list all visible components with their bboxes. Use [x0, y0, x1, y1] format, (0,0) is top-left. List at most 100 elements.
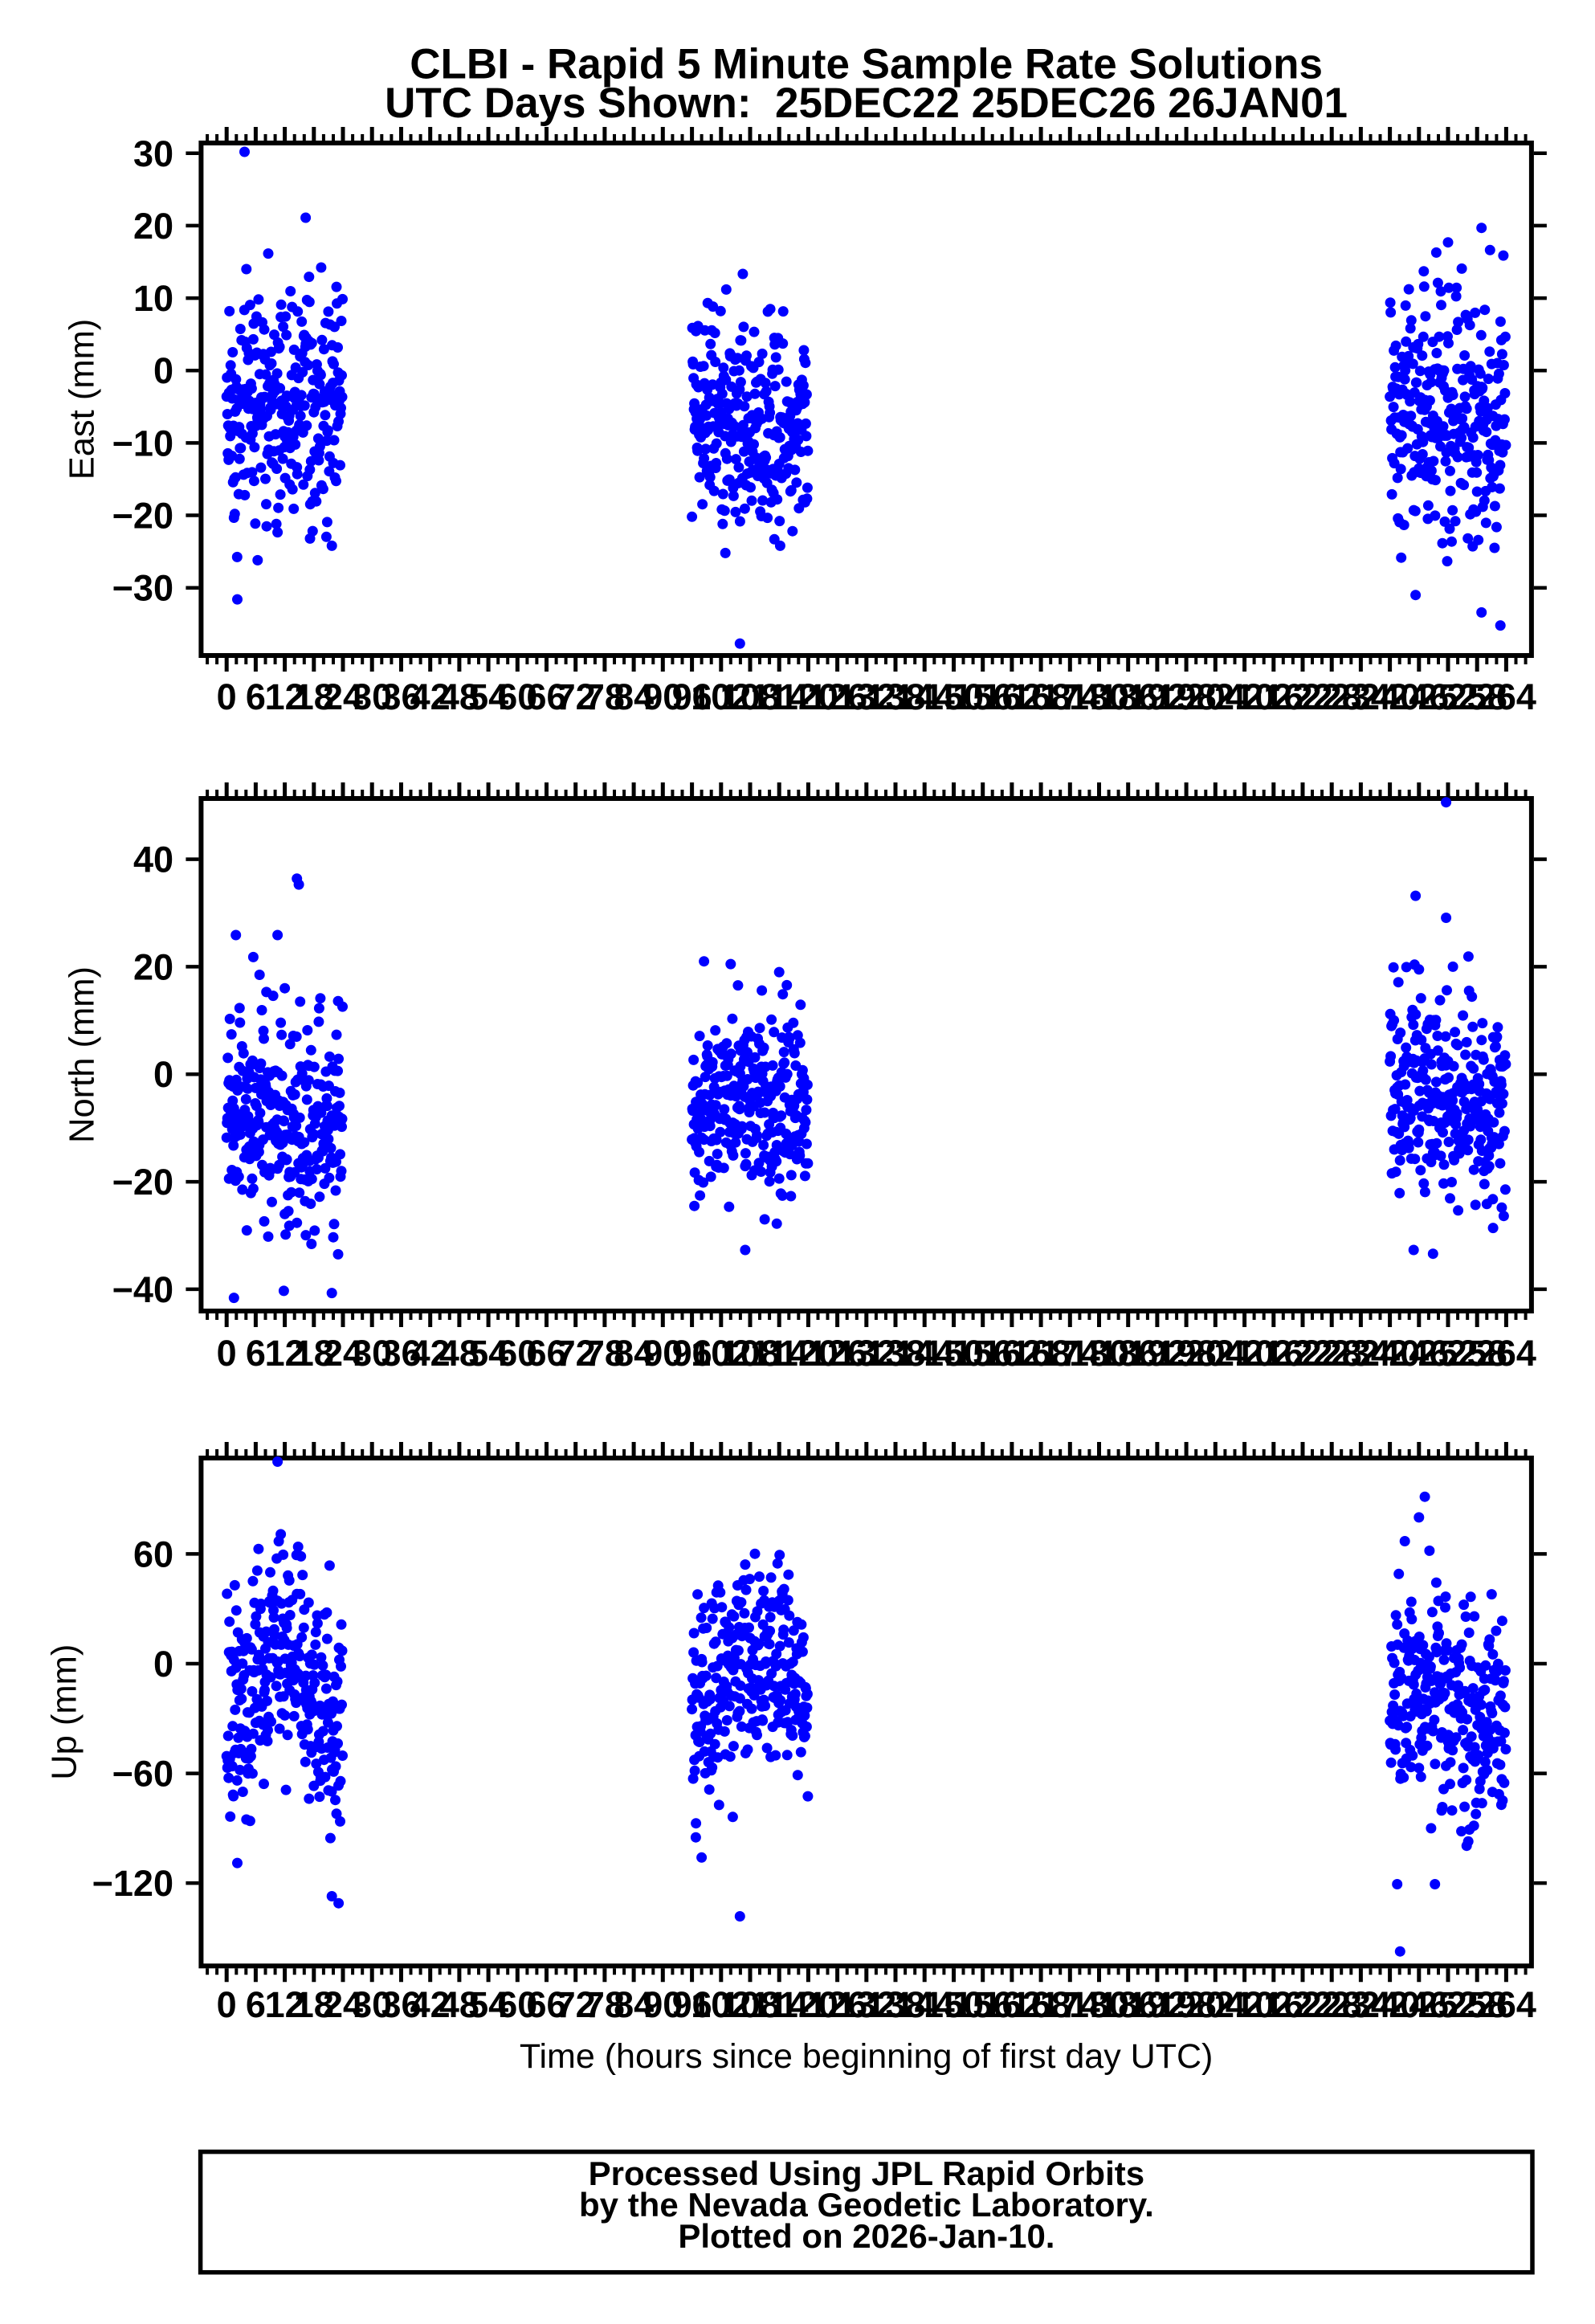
svg-text:150: 150 [924, 676, 984, 717]
svg-text:264: 264 [1476, 676, 1536, 717]
svg-text:102: 102 [691, 1984, 751, 2025]
svg-text:168: 168 [1011, 1333, 1071, 1374]
svg-text:246: 246 [1389, 676, 1449, 717]
svg-text:180: 180 [1069, 1333, 1129, 1374]
svg-text:42: 42 [410, 1333, 451, 1374]
svg-text:30: 30 [133, 133, 173, 174]
svg-text:72: 72 [556, 1984, 596, 2025]
svg-text:0: 0 [217, 1984, 237, 2025]
svg-text:126: 126 [807, 1984, 867, 2025]
svg-text:120: 120 [778, 1984, 838, 2025]
svg-text:162: 162 [981, 676, 1042, 717]
svg-text:18: 18 [294, 1333, 334, 1374]
svg-text:0: 0 [153, 1054, 173, 1095]
svg-text:−20: −20 [112, 496, 173, 537]
svg-text:66: 66 [526, 1333, 566, 1374]
svg-text:−40: −40 [112, 1269, 173, 1310]
svg-text:258: 258 [1447, 676, 1507, 717]
svg-text:192: 192 [1127, 1984, 1187, 2025]
svg-text:228: 228 [1302, 1333, 1362, 1374]
svg-text:12: 12 [265, 1984, 305, 2025]
svg-text:24: 24 [323, 676, 363, 717]
svg-text:174: 174 [1040, 676, 1100, 717]
svg-text:114: 114 [750, 676, 809, 717]
svg-text:216: 216 [1243, 676, 1303, 717]
svg-text:216: 216 [1243, 1333, 1303, 1374]
svg-text:108: 108 [720, 1333, 780, 1374]
svg-text:12: 12 [265, 1333, 305, 1374]
svg-text:60: 60 [497, 676, 537, 717]
svg-text:18: 18 [294, 676, 334, 717]
svg-text:222: 222 [1272, 676, 1332, 717]
svg-text:30: 30 [352, 676, 392, 717]
svg-text:240: 240 [1360, 1984, 1420, 2025]
svg-text:−60: −60 [112, 1754, 173, 1795]
svg-text:90: 90 [642, 1984, 683, 2025]
svg-text:156: 156 [953, 676, 1013, 717]
svg-text:204: 204 [1185, 1984, 1246, 2025]
svg-text:Up (mm): Up (mm) [45, 1644, 84, 1780]
svg-text:78: 78 [585, 1333, 625, 1374]
svg-text:North (mm): North (mm) [63, 966, 101, 1143]
svg-text:78: 78 [585, 676, 625, 717]
svg-text:102: 102 [691, 676, 751, 717]
svg-text:126: 126 [807, 1333, 867, 1374]
svg-text:72: 72 [556, 676, 596, 717]
svg-text:72: 72 [556, 1333, 596, 1374]
svg-text:54: 54 [468, 1984, 508, 2025]
svg-text:40: 40 [133, 839, 173, 880]
svg-text:114: 114 [750, 1984, 809, 2025]
svg-text:138: 138 [865, 1333, 925, 1374]
svg-text:132: 132 [836, 1333, 896, 1374]
svg-text:258: 258 [1447, 1333, 1507, 1374]
svg-text:78: 78 [585, 1984, 625, 2025]
svg-text:234: 234 [1331, 1333, 1391, 1374]
svg-text:198: 198 [1156, 1333, 1217, 1374]
svg-text:East (mm): East (mm) [63, 319, 101, 480]
svg-text:20: 20 [133, 206, 173, 247]
svg-text:156: 156 [953, 1984, 1013, 2025]
svg-text:Plotted on 2026-Jan-10.: Plotted on 2026-Jan-10. [678, 2217, 1054, 2255]
svg-text:228: 228 [1302, 676, 1362, 717]
svg-text:186: 186 [1098, 1333, 1158, 1374]
svg-text:204: 204 [1185, 676, 1246, 717]
svg-text:120: 120 [778, 676, 838, 717]
svg-text:210: 210 [1214, 1984, 1275, 2025]
svg-text:204: 204 [1185, 1333, 1246, 1374]
svg-text:−20: −20 [112, 1162, 173, 1203]
svg-text:36: 36 [381, 1984, 421, 2025]
svg-text:48: 48 [439, 1333, 479, 1374]
svg-text:24: 24 [323, 1984, 363, 2025]
svg-text:108: 108 [720, 676, 780, 717]
svg-text:150: 150 [924, 1333, 984, 1374]
svg-text:108: 108 [720, 1984, 780, 2025]
svg-text:210: 210 [1214, 676, 1275, 717]
svg-text:120: 120 [778, 1333, 838, 1374]
svg-text:−30: −30 [112, 568, 173, 609]
svg-text:234: 234 [1331, 676, 1391, 717]
svg-text:48: 48 [439, 676, 479, 717]
svg-text:CLBI - Rapid 5 Minute Sample R: CLBI - Rapid 5 Minute Sample Rate Soluti… [410, 41, 1323, 88]
svg-text:144: 144 [895, 1984, 955, 2025]
svg-text:234: 234 [1331, 1984, 1391, 2025]
svg-text:180: 180 [1069, 676, 1129, 717]
svg-text:252: 252 [1418, 1333, 1478, 1374]
svg-text:162: 162 [981, 1984, 1042, 2025]
svg-text:102: 102 [691, 1333, 751, 1374]
svg-text:228: 228 [1302, 1984, 1362, 2025]
svg-text:60: 60 [497, 1333, 537, 1374]
svg-text:198: 198 [1156, 1984, 1217, 2025]
svg-text:210: 210 [1214, 1333, 1275, 1374]
svg-text:192: 192 [1127, 1333, 1187, 1374]
svg-text:66: 66 [526, 676, 566, 717]
svg-text:54: 54 [468, 676, 508, 717]
svg-text:198: 198 [1156, 676, 1217, 717]
svg-text:42: 42 [410, 1984, 451, 2025]
svg-text:−120: −120 [92, 1863, 173, 1904]
svg-text:10: 10 [133, 278, 173, 319]
svg-text:6: 6 [246, 676, 266, 717]
svg-text:264: 264 [1476, 1333, 1536, 1374]
svg-text:222: 222 [1272, 1333, 1332, 1374]
svg-text:Processed Using JPL Rapid Orbi: Processed Using JPL Rapid Orbits [589, 2154, 1144, 2192]
svg-text:96: 96 [672, 1984, 712, 2025]
